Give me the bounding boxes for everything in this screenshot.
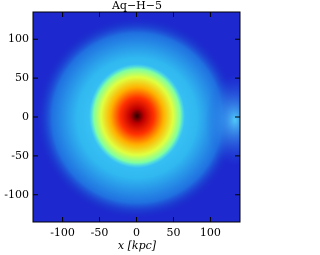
y-tick-label: -100 bbox=[4, 188, 29, 201]
density-image bbox=[33, 12, 240, 222]
chart-title: Aq−H−5 bbox=[111, 0, 162, 12]
x-tick-label: -50 bbox=[91, 226, 109, 239]
y-tick-label: 50 bbox=[15, 71, 29, 84]
x-tick-label: -100 bbox=[50, 226, 75, 239]
y-tick-label: 100 bbox=[8, 32, 29, 45]
x-axis-label: x [kpc] bbox=[118, 239, 157, 252]
x-tick-label: 0 bbox=[133, 226, 140, 239]
x-tick-label: 50 bbox=[166, 226, 180, 239]
x-tick-label: 100 bbox=[200, 226, 221, 239]
y-tick-label: 0 bbox=[22, 110, 29, 123]
chart: Aq−H−5 x [kpc] -100 -50 0 50 100 -100 -50 0 50 10… bbox=[4, 0, 241, 252]
y-tick-label: -50 bbox=[11, 149, 29, 162]
